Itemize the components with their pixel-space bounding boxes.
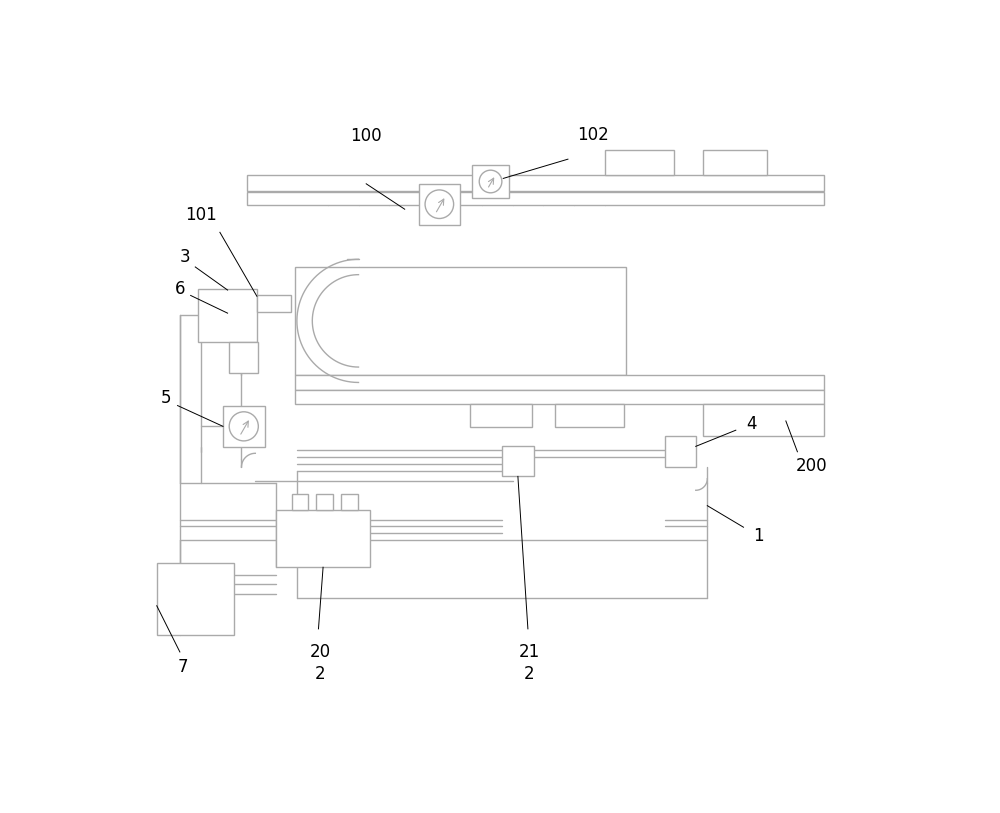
Bar <box>419 184 460 224</box>
Text: 4: 4 <box>746 415 756 433</box>
Bar <box>470 404 532 427</box>
Text: 2: 2 <box>315 664 325 683</box>
Bar <box>555 404 624 427</box>
Bar <box>292 494 308 510</box>
Text: 7: 7 <box>178 659 188 676</box>
Text: 101: 101 <box>185 206 217 224</box>
Bar <box>247 192 824 206</box>
Text: 20: 20 <box>309 643 331 661</box>
Bar <box>502 446 534 476</box>
Text: 102: 102 <box>577 125 609 144</box>
Bar <box>665 437 696 467</box>
Text: 21: 21 <box>519 643 540 661</box>
Bar <box>472 165 509 198</box>
Bar <box>295 267 626 375</box>
Bar <box>229 342 258 373</box>
Bar <box>703 150 767 175</box>
Text: 100: 100 <box>350 127 382 145</box>
Text: 5: 5 <box>161 389 171 406</box>
Bar <box>276 510 370 567</box>
Bar <box>295 375 824 390</box>
Bar <box>223 406 265 447</box>
Bar <box>157 563 234 635</box>
Text: 6: 6 <box>175 280 185 298</box>
Bar <box>316 494 333 510</box>
Bar <box>341 494 358 510</box>
Bar <box>257 294 291 311</box>
Bar <box>605 150 674 175</box>
Text: 3: 3 <box>180 248 191 266</box>
Bar <box>198 289 257 342</box>
Bar <box>703 404 824 437</box>
Bar <box>247 175 824 192</box>
Text: 1: 1 <box>754 528 764 546</box>
Text: 2: 2 <box>524 664 535 683</box>
Bar <box>295 390 824 404</box>
Text: 200: 200 <box>795 457 827 475</box>
